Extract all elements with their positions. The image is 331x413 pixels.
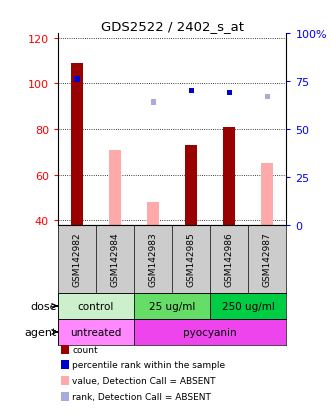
- Text: GSM142983: GSM142983: [149, 232, 158, 287]
- Text: GSM142985: GSM142985: [187, 232, 196, 287]
- Bar: [147, 203, 159, 225]
- Bar: [265, 95, 270, 100]
- Text: 250 ug/ml: 250 ug/ml: [222, 301, 275, 311]
- Bar: [151, 100, 156, 105]
- Text: pyocyanin: pyocyanin: [183, 327, 237, 337]
- Text: percentile rank within the sample: percentile rank within the sample: [72, 361, 226, 370]
- Text: untreated: untreated: [70, 327, 122, 337]
- Bar: [210, 293, 286, 319]
- Text: rank, Detection Call = ABSENT: rank, Detection Call = ABSENT: [72, 392, 212, 401]
- Bar: [223, 127, 235, 225]
- Bar: [134, 293, 210, 319]
- Text: 25 ug/ml: 25 ug/ml: [149, 301, 195, 311]
- Text: dose: dose: [31, 301, 57, 311]
- Bar: [185, 146, 197, 225]
- Bar: [58, 293, 134, 319]
- Text: GSM142982: GSM142982: [72, 232, 81, 287]
- Text: GSM142986: GSM142986: [225, 232, 234, 287]
- Bar: [58, 319, 134, 345]
- Bar: [261, 164, 273, 225]
- Text: GSM142987: GSM142987: [263, 232, 272, 287]
- Text: control: control: [78, 301, 114, 311]
- Text: agent: agent: [25, 327, 57, 337]
- Bar: [74, 77, 79, 83]
- Text: GSM142984: GSM142984: [111, 232, 119, 287]
- Bar: [71, 64, 83, 225]
- Bar: [134, 319, 286, 345]
- Title: GDS2522 / 2402_s_at: GDS2522 / 2402_s_at: [101, 20, 244, 33]
- Bar: [189, 89, 194, 94]
- Bar: [227, 90, 232, 96]
- Text: value, Detection Call = ABSENT: value, Detection Call = ABSENT: [72, 376, 216, 385]
- Bar: [109, 150, 121, 225]
- Text: count: count: [72, 345, 98, 354]
